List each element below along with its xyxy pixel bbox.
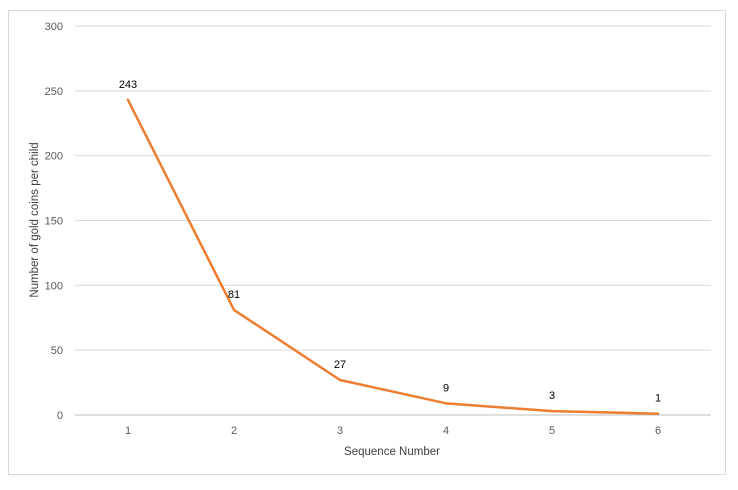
y-axis-title: Number of gold coins per child <box>29 142 41 297</box>
y-tick-label: 50 <box>51 345 63 357</box>
data-label: 9 <box>443 382 449 394</box>
y-axis-ticks: 0 50 100 150 200 250 300 <box>45 21 63 422</box>
y-tick-label: 250 <box>45 86 63 98</box>
x-tick-label: 4 <box>443 425 449 437</box>
data-label: 81 <box>228 289 240 301</box>
y-tick-label: 0 <box>57 410 63 422</box>
data-labels: 243 81 27 9 3 1 <box>119 79 661 405</box>
x-axis-ticks: 1 2 3 4 5 6 <box>125 425 661 437</box>
x-tick-label: 2 <box>231 425 237 437</box>
data-label: 243 <box>119 79 137 91</box>
x-axis-title: Sequence Number <box>344 446 440 458</box>
data-point <box>444 402 448 405</box>
data-point <box>338 378 342 382</box>
y-tick-label: 300 <box>45 21 63 33</box>
gridlines <box>75 25 711 416</box>
x-tick-label: 3 <box>337 425 343 437</box>
data-label: 27 <box>334 359 346 371</box>
x-tick-label: 6 <box>655 425 661 437</box>
x-tick-label: 5 <box>549 425 555 437</box>
data-label: 3 <box>549 390 555 402</box>
series-group <box>126 98 660 415</box>
y-tick-label: 200 <box>45 151 63 163</box>
data-point <box>550 409 554 413</box>
data-point <box>232 308 236 312</box>
data-label: 1 <box>655 393 661 405</box>
data-point <box>126 98 130 102</box>
y-tick-label: 100 <box>45 280 63 292</box>
y-tick-label: 150 <box>45 216 63 228</box>
x-tick-label: 1 <box>125 425 131 437</box>
series-line <box>126 98 660 415</box>
data-point <box>656 412 660 415</box>
chart-area <box>8 10 726 475</box>
